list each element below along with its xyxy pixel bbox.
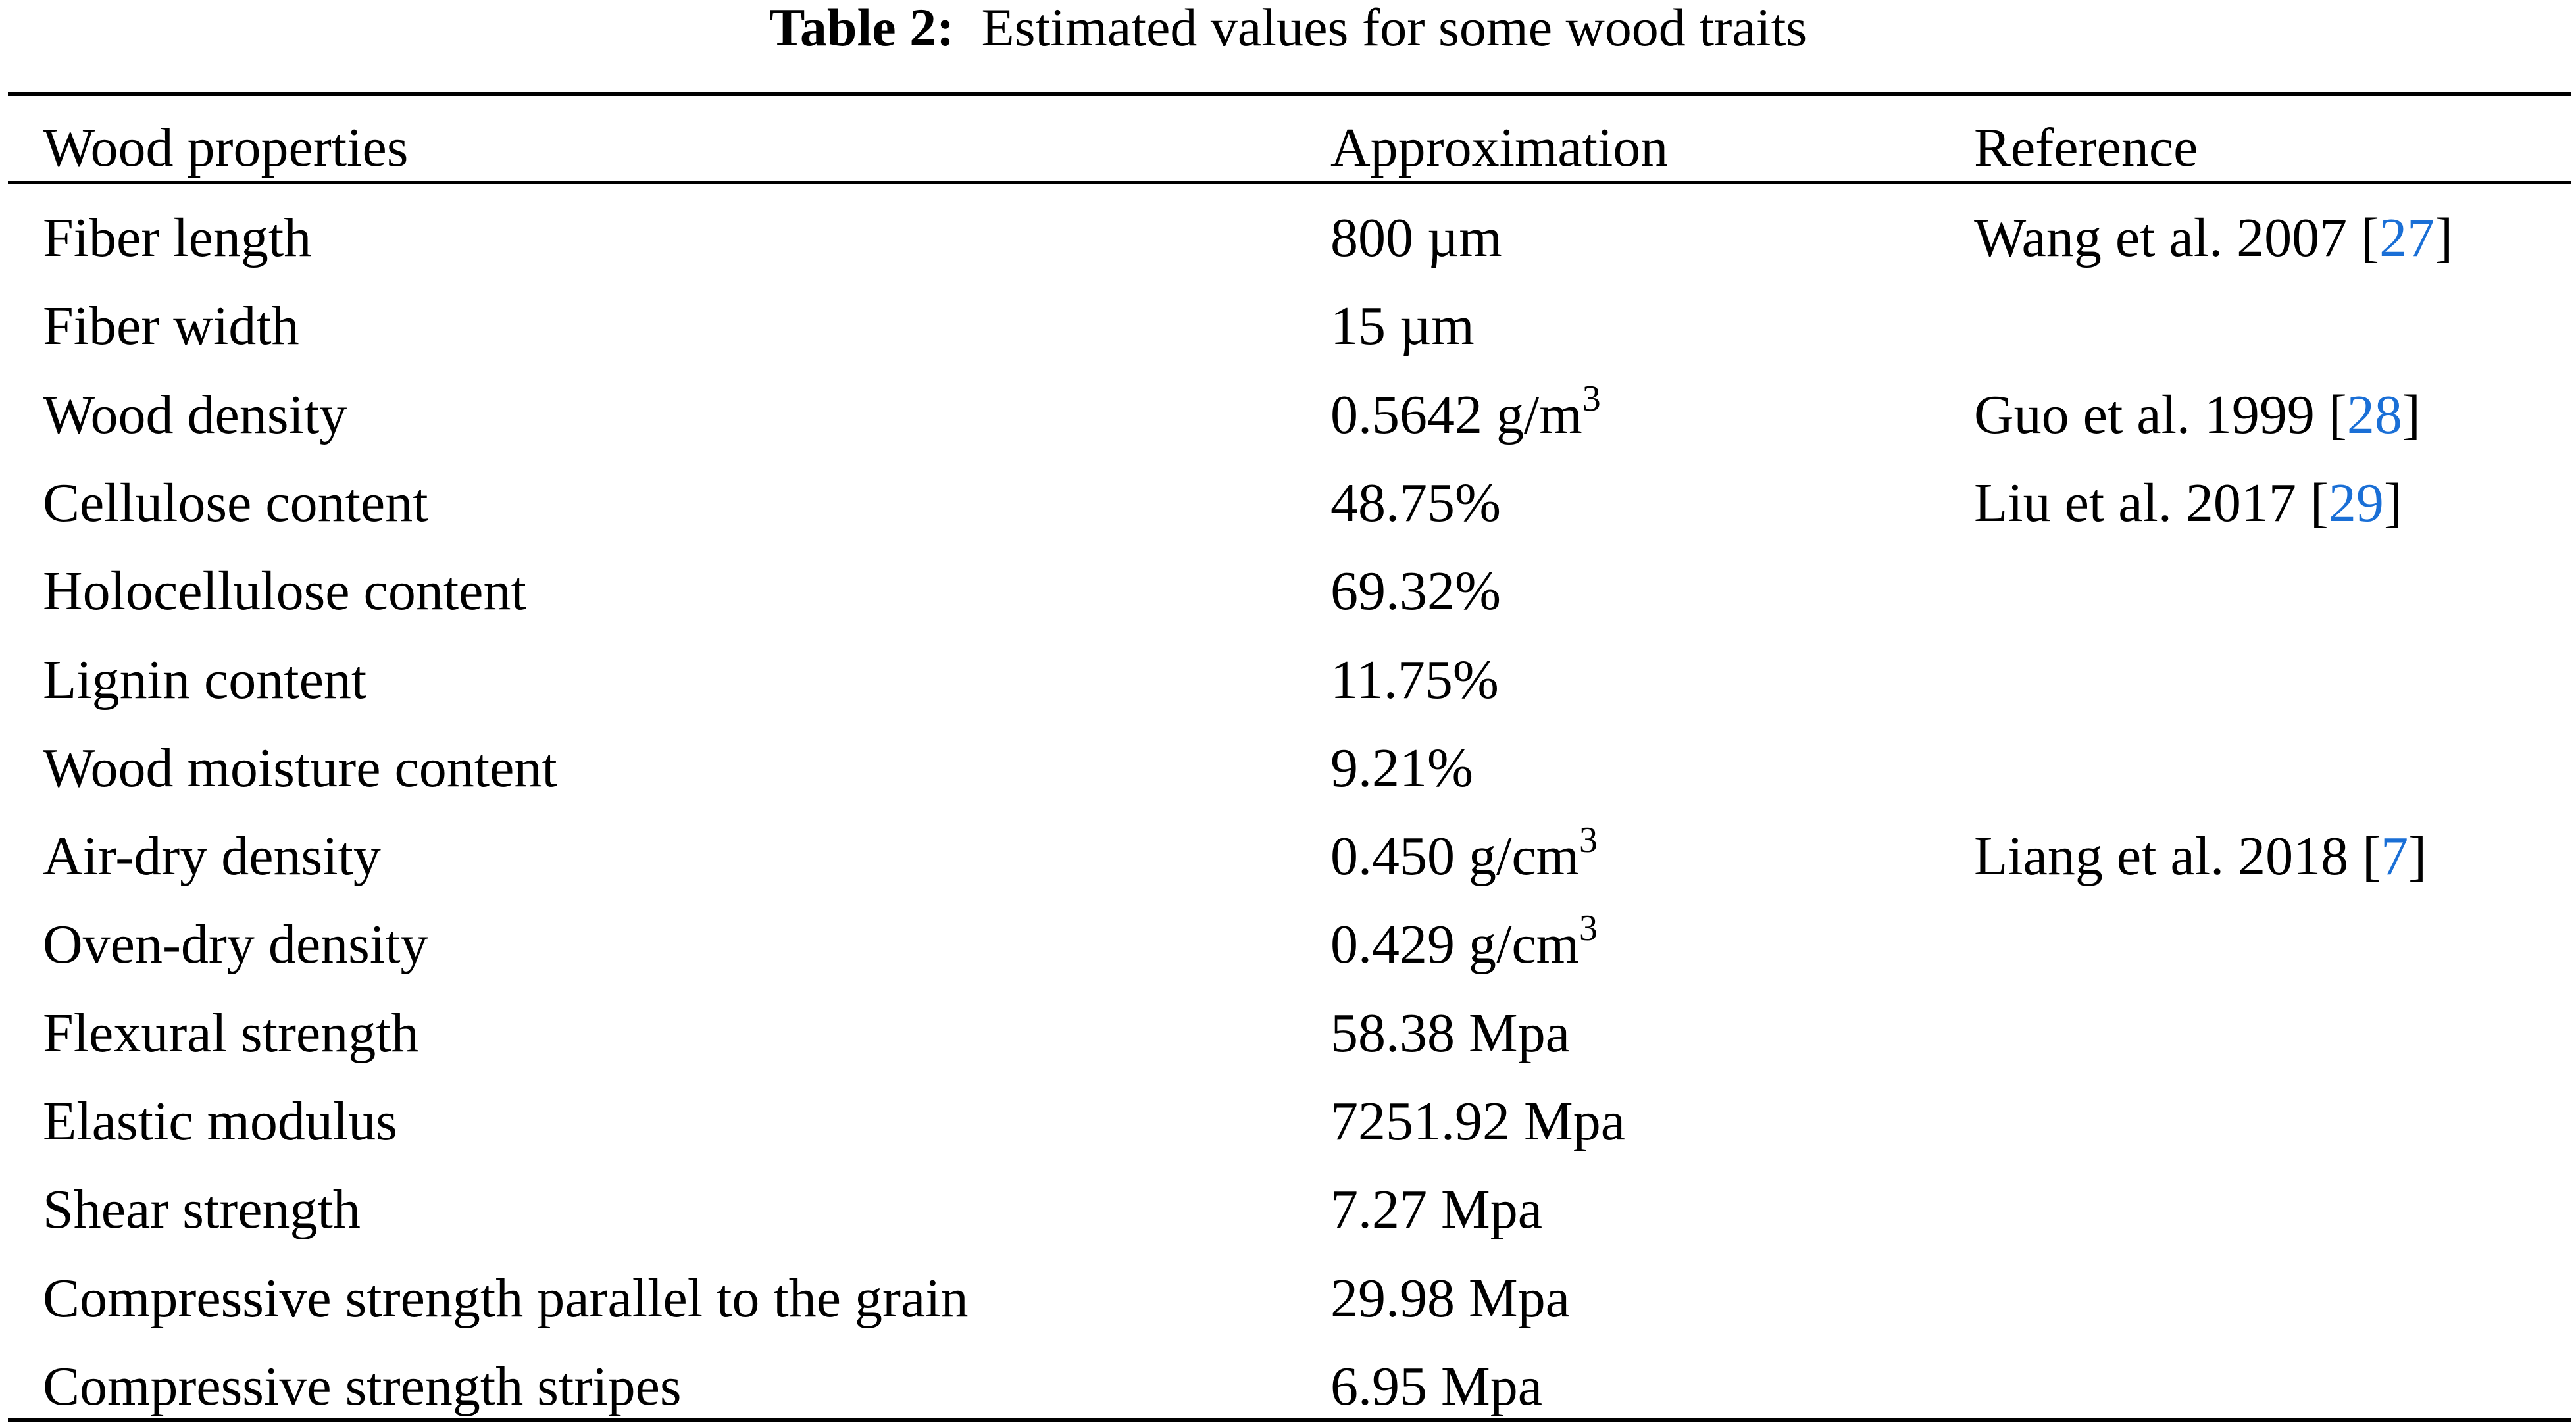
value-text: 69.32%	[1330, 561, 1501, 622]
value-cell: 69.32%	[1330, 559, 1501, 624]
property-cell: Elastic modulus	[43, 1091, 397, 1152]
caption-text: Estimated values for some wood traits	[981, 0, 1807, 57]
header-reference: Reference	[1974, 117, 2198, 178]
reference-text: Guo et al. 1999 [	[1974, 384, 2347, 445]
value-cell: 7251.92 Mpa	[1330, 1089, 1625, 1155]
header-rule	[8, 181, 2571, 184]
reference-close: ]	[2383, 472, 2402, 534]
value-text: 0.429 g/cm	[1330, 914, 1579, 976]
value-cell: 9.21%	[1330, 736, 1473, 801]
value-cell: 800 µm	[1330, 205, 1502, 271]
citation-link[interactable]: 28	[2346, 384, 2402, 445]
property-cell: Fiber width	[43, 295, 299, 357]
property-cell: Compressive strength parallel to the gra…	[43, 1267, 969, 1329]
property-cell: Oven-dry density	[43, 914, 428, 976]
value-cell: 6.95 Mpa	[1330, 1354, 1542, 1420]
citation-link[interactable]: 7	[2381, 826, 2409, 888]
reference-text: Liu et al. 2017 [	[1974, 472, 2329, 534]
unit-superscript: 3	[1578, 820, 1598, 861]
citation-link[interactable]: 27	[2379, 207, 2435, 268]
value-text: 7251.92 Mpa	[1330, 1091, 1625, 1152]
value-cell: 11.75%	[1330, 647, 1499, 713]
bottom-rule	[8, 1418, 2571, 1422]
value-cell: 7.27 Mpa	[1330, 1177, 1542, 1243]
value-cell: 0.5642 g/m3	[1330, 380, 1601, 448]
value-text: 0.5642 g/m	[1330, 384, 1582, 445]
reference-close: ]	[2408, 826, 2427, 888]
value-text: 11.75%	[1330, 649, 1499, 711]
caption-label: Table 2:	[769, 0, 955, 57]
citation-link[interactable]: 29	[2328, 472, 2384, 534]
value-cell: 0.429 g/cm3	[1330, 910, 1598, 978]
reference-cell: Liang et al. 2018 [7]	[1974, 824, 2427, 889]
unit-superscript: 3	[1582, 378, 1601, 419]
reference-cell: Liu et al. 2017 [29]	[1974, 470, 2402, 536]
value-cell: 29.98 Mpa	[1330, 1266, 1570, 1332]
property-cell: Compressive strength stripes	[43, 1355, 682, 1417]
value-text: 9.21%	[1330, 737, 1473, 799]
property-cell: Wood moisture content	[43, 737, 557, 799]
reference-text: Wang et al. 2007 [	[1974, 207, 2380, 268]
table-caption: Table 2: Estimated values for some wood …	[0, 0, 2576, 61]
property-cell: Shear strength	[43, 1179, 361, 1241]
value-text: 0.450 g/cm	[1330, 826, 1579, 888]
value-text: 29.98 Mpa	[1330, 1267, 1570, 1329]
value-text: 15 µm	[1330, 295, 1475, 357]
value-text: 7.27 Mpa	[1330, 1179, 1542, 1241]
property-cell: Wood density	[43, 384, 347, 445]
header-wood-properties: Wood properties	[43, 117, 409, 178]
reference-cell: Wang et al. 2007 [27]	[1974, 205, 2453, 271]
property-cell: Lignin content	[43, 649, 367, 711]
value-text: 58.38 Mpa	[1330, 1002, 1570, 1064]
value-cell: 0.450 g/cm3	[1330, 822, 1598, 889]
property-cell: Cellulose content	[43, 472, 428, 534]
value-text: 6.95 Mpa	[1330, 1355, 1542, 1417]
property-cell: Flexural strength	[43, 1002, 419, 1064]
property-cell: Air-dry density	[43, 826, 381, 888]
header-approximation: Approximation	[1330, 117, 1669, 178]
reference-close: ]	[2435, 207, 2454, 268]
value-cell: 48.75%	[1330, 470, 1501, 536]
unit-superscript: 3	[1578, 908, 1598, 949]
reference-close: ]	[2402, 384, 2421, 445]
reference-text: Liang et al. 2018 [	[1974, 826, 2381, 888]
reference-cell: Guo et al. 1999 [28]	[1974, 382, 2421, 448]
value-cell: 15 µm	[1330, 293, 1475, 359]
value-text: 800 µm	[1330, 207, 1502, 268]
top-rule	[8, 92, 2571, 96]
value-text: 48.75%	[1330, 472, 1501, 534]
value-cell: 58.38 Mpa	[1330, 1001, 1570, 1066]
property-cell: Holocellulose content	[43, 561, 526, 622]
property-cell: Fiber length	[43, 207, 312, 268]
